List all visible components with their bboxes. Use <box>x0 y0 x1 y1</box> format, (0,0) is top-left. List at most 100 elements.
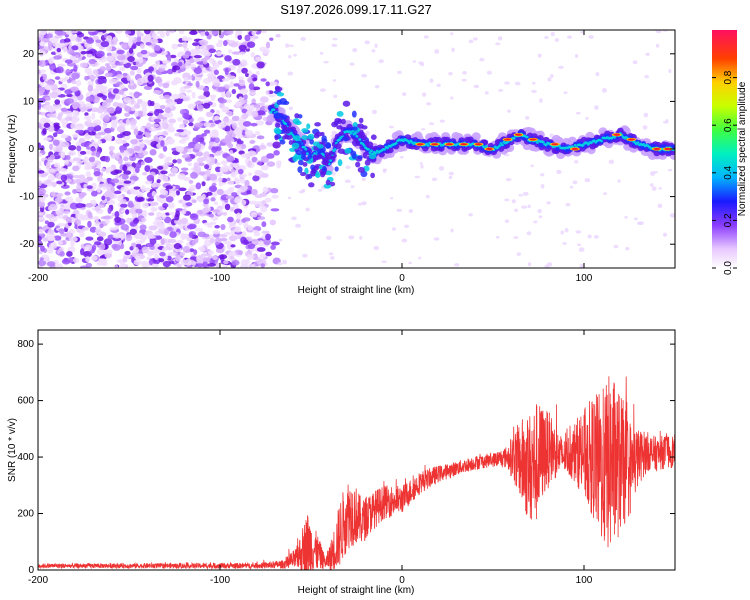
spectrogram-noise-cell <box>495 42 501 46</box>
spectrogram-noise-cell <box>295 223 302 228</box>
spectrogram-noise-cell <box>38 111 42 115</box>
spectrogram-noise-cell <box>115 154 120 160</box>
spectrogram-noise-cell <box>79 150 87 155</box>
spectrogram-noise-cell <box>78 192 85 199</box>
spectrogram-noise-cell <box>238 76 245 81</box>
spectrogram-noise-cell <box>538 215 543 219</box>
spectrogram-ridge-cell <box>279 139 286 145</box>
spectrogram-noise-cell <box>208 48 217 54</box>
spectrogram-noise-cell <box>43 122 51 128</box>
spectrogram-noise-cell <box>136 196 145 202</box>
spectrogram-noise-cell <box>241 199 247 206</box>
spectrogram-noise-cell <box>132 218 140 224</box>
spectrogram-noise-cell <box>63 38 71 43</box>
spectrogram-noise-cell <box>163 175 169 183</box>
spectrogram-noise-cell <box>238 44 247 51</box>
spectrogram-noise-cell <box>305 207 310 212</box>
spectrogram-noise-cell <box>38 191 41 197</box>
spectrogram-noise-cell <box>113 36 118 44</box>
spectrogram-noise-cell <box>421 92 427 97</box>
spectrogram-noise-cell <box>260 78 267 82</box>
spectrogram-noise-cell <box>408 261 413 265</box>
spectrogram-noise-cell <box>104 190 114 197</box>
spectrogram-noise-cell <box>70 30 78 34</box>
spectrogram-noise-cell <box>119 84 125 90</box>
snr-y-tick-label: 0 <box>28 565 34 576</box>
spectrogram-noise-cell <box>38 216 45 220</box>
spectrogram-noise-cell <box>199 39 209 46</box>
spectrogram-noise-cell <box>232 58 241 66</box>
spectrogram-noise-cell <box>182 112 190 119</box>
spectrogram-noise-cell <box>159 251 166 257</box>
spectrogram-noise-cell <box>208 131 218 138</box>
spectrogram-noise-cell <box>50 51 57 55</box>
spectrogram-noise-cell <box>114 265 119 268</box>
spectrogram-noise-cell <box>50 83 58 91</box>
spectrogram-noise-cell <box>205 169 211 175</box>
spectrogram-noise-cell <box>142 112 148 117</box>
spectrogram-noise-cell <box>156 126 163 131</box>
spectrogram-noise-cell <box>160 170 168 175</box>
spectrogram-noise-cell <box>85 171 91 178</box>
spectrogram-noise-cell <box>213 61 218 68</box>
spectrogram-noise-cell <box>86 150 93 155</box>
spectrogram-noise-cell <box>216 188 224 196</box>
spectrogram-noise-cell <box>87 118 92 123</box>
spectrogram-noise-cell <box>75 36 83 43</box>
spectrogram-noise-cell <box>104 218 111 224</box>
spectrogram-noise-cell <box>95 84 104 89</box>
spectrogram-ridge-cell <box>307 133 315 140</box>
spectrogram-ridge-cell <box>301 128 309 133</box>
spectrogram-noise-cell <box>514 208 519 213</box>
spectrogram-noise-cell <box>209 237 216 244</box>
spectrogram-noise-cell <box>300 36 306 42</box>
spectrogram-noise-cell <box>251 212 258 218</box>
spectrogram-noise-cell <box>84 244 92 252</box>
spectrogram-noise-cell <box>130 106 136 112</box>
spectrogram-noise-cell <box>38 152 43 157</box>
spectrogram-noise-cell <box>199 45 208 51</box>
spectrogram-noise-cell <box>99 223 104 229</box>
spectrogram-noise-cell <box>293 53 297 57</box>
spectrogram-noise-cell <box>256 135 265 140</box>
spectrogram-noise-cell <box>213 69 219 76</box>
spectrogram-noise-cell <box>116 54 126 61</box>
spectrogram-ridge-cell <box>317 144 324 149</box>
spectrogram-noise-cell <box>114 169 123 174</box>
spectrogram-noise-cell <box>246 190 253 195</box>
spectrogram-noise-cell <box>530 164 534 167</box>
spectrogram-noise-cell <box>105 65 112 72</box>
spectrogram-noise-cell <box>71 118 78 124</box>
spectrogram-noise-cell <box>88 131 96 136</box>
spectrogram-noise-cell <box>602 192 608 195</box>
spectrogram-noise-cell <box>261 221 267 228</box>
spectrogram-noise-cell <box>390 196 394 200</box>
spectrogram-noise-cell <box>136 67 142 74</box>
spectrogram-noise-cell <box>602 88 607 93</box>
spectrogram-ridge-cell <box>325 143 332 149</box>
spectrogram-noise-cell <box>84 156 89 162</box>
spectrogram-x-tick-label: 0 <box>399 273 405 284</box>
spectrogram-noise-cell <box>472 37 478 41</box>
spectrogram-noise-cell <box>85 50 94 55</box>
spectrogram-noise-cell <box>162 203 169 208</box>
spectrogram-noise-cell <box>47 221 55 228</box>
spectrogram-noise-cell <box>55 209 61 215</box>
spectrogram-noise-cell <box>43 193 49 198</box>
spectrogram-noise-cell <box>250 264 256 268</box>
spectrogram-noise-cell <box>262 186 269 194</box>
spectrogram-noise-cell <box>259 253 266 259</box>
spectrogram-noise-cell <box>116 49 125 55</box>
spectrogram-noise-cell <box>495 235 500 239</box>
spectrogram-noise-cell <box>236 68 242 74</box>
spectrogram-noise-cell <box>203 174 208 181</box>
spectrogram-noise-cell <box>155 76 162 84</box>
colorbar-gradient <box>712 30 737 268</box>
spectrogram-noise-cell <box>112 101 120 107</box>
spectrogram-noise-cell <box>60 203 65 208</box>
spectrogram-noise-cell <box>575 111 581 115</box>
spectrogram-noise-cell <box>468 39 474 44</box>
spectrogram-noise-cell <box>183 95 191 102</box>
spectrogram-noise-cell <box>332 79 337 82</box>
spectrogram-noise-cell <box>56 180 63 185</box>
